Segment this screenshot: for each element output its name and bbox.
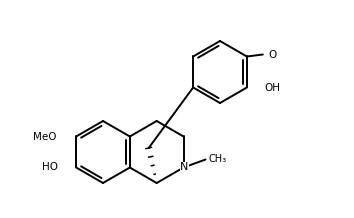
Text: O: O [269, 49, 277, 60]
Text: OH: OH [265, 82, 281, 92]
Text: MeO: MeO [33, 131, 56, 141]
Text: HO: HO [42, 162, 58, 172]
Text: CH₃: CH₃ [209, 153, 227, 164]
Text: N: N [180, 162, 189, 172]
